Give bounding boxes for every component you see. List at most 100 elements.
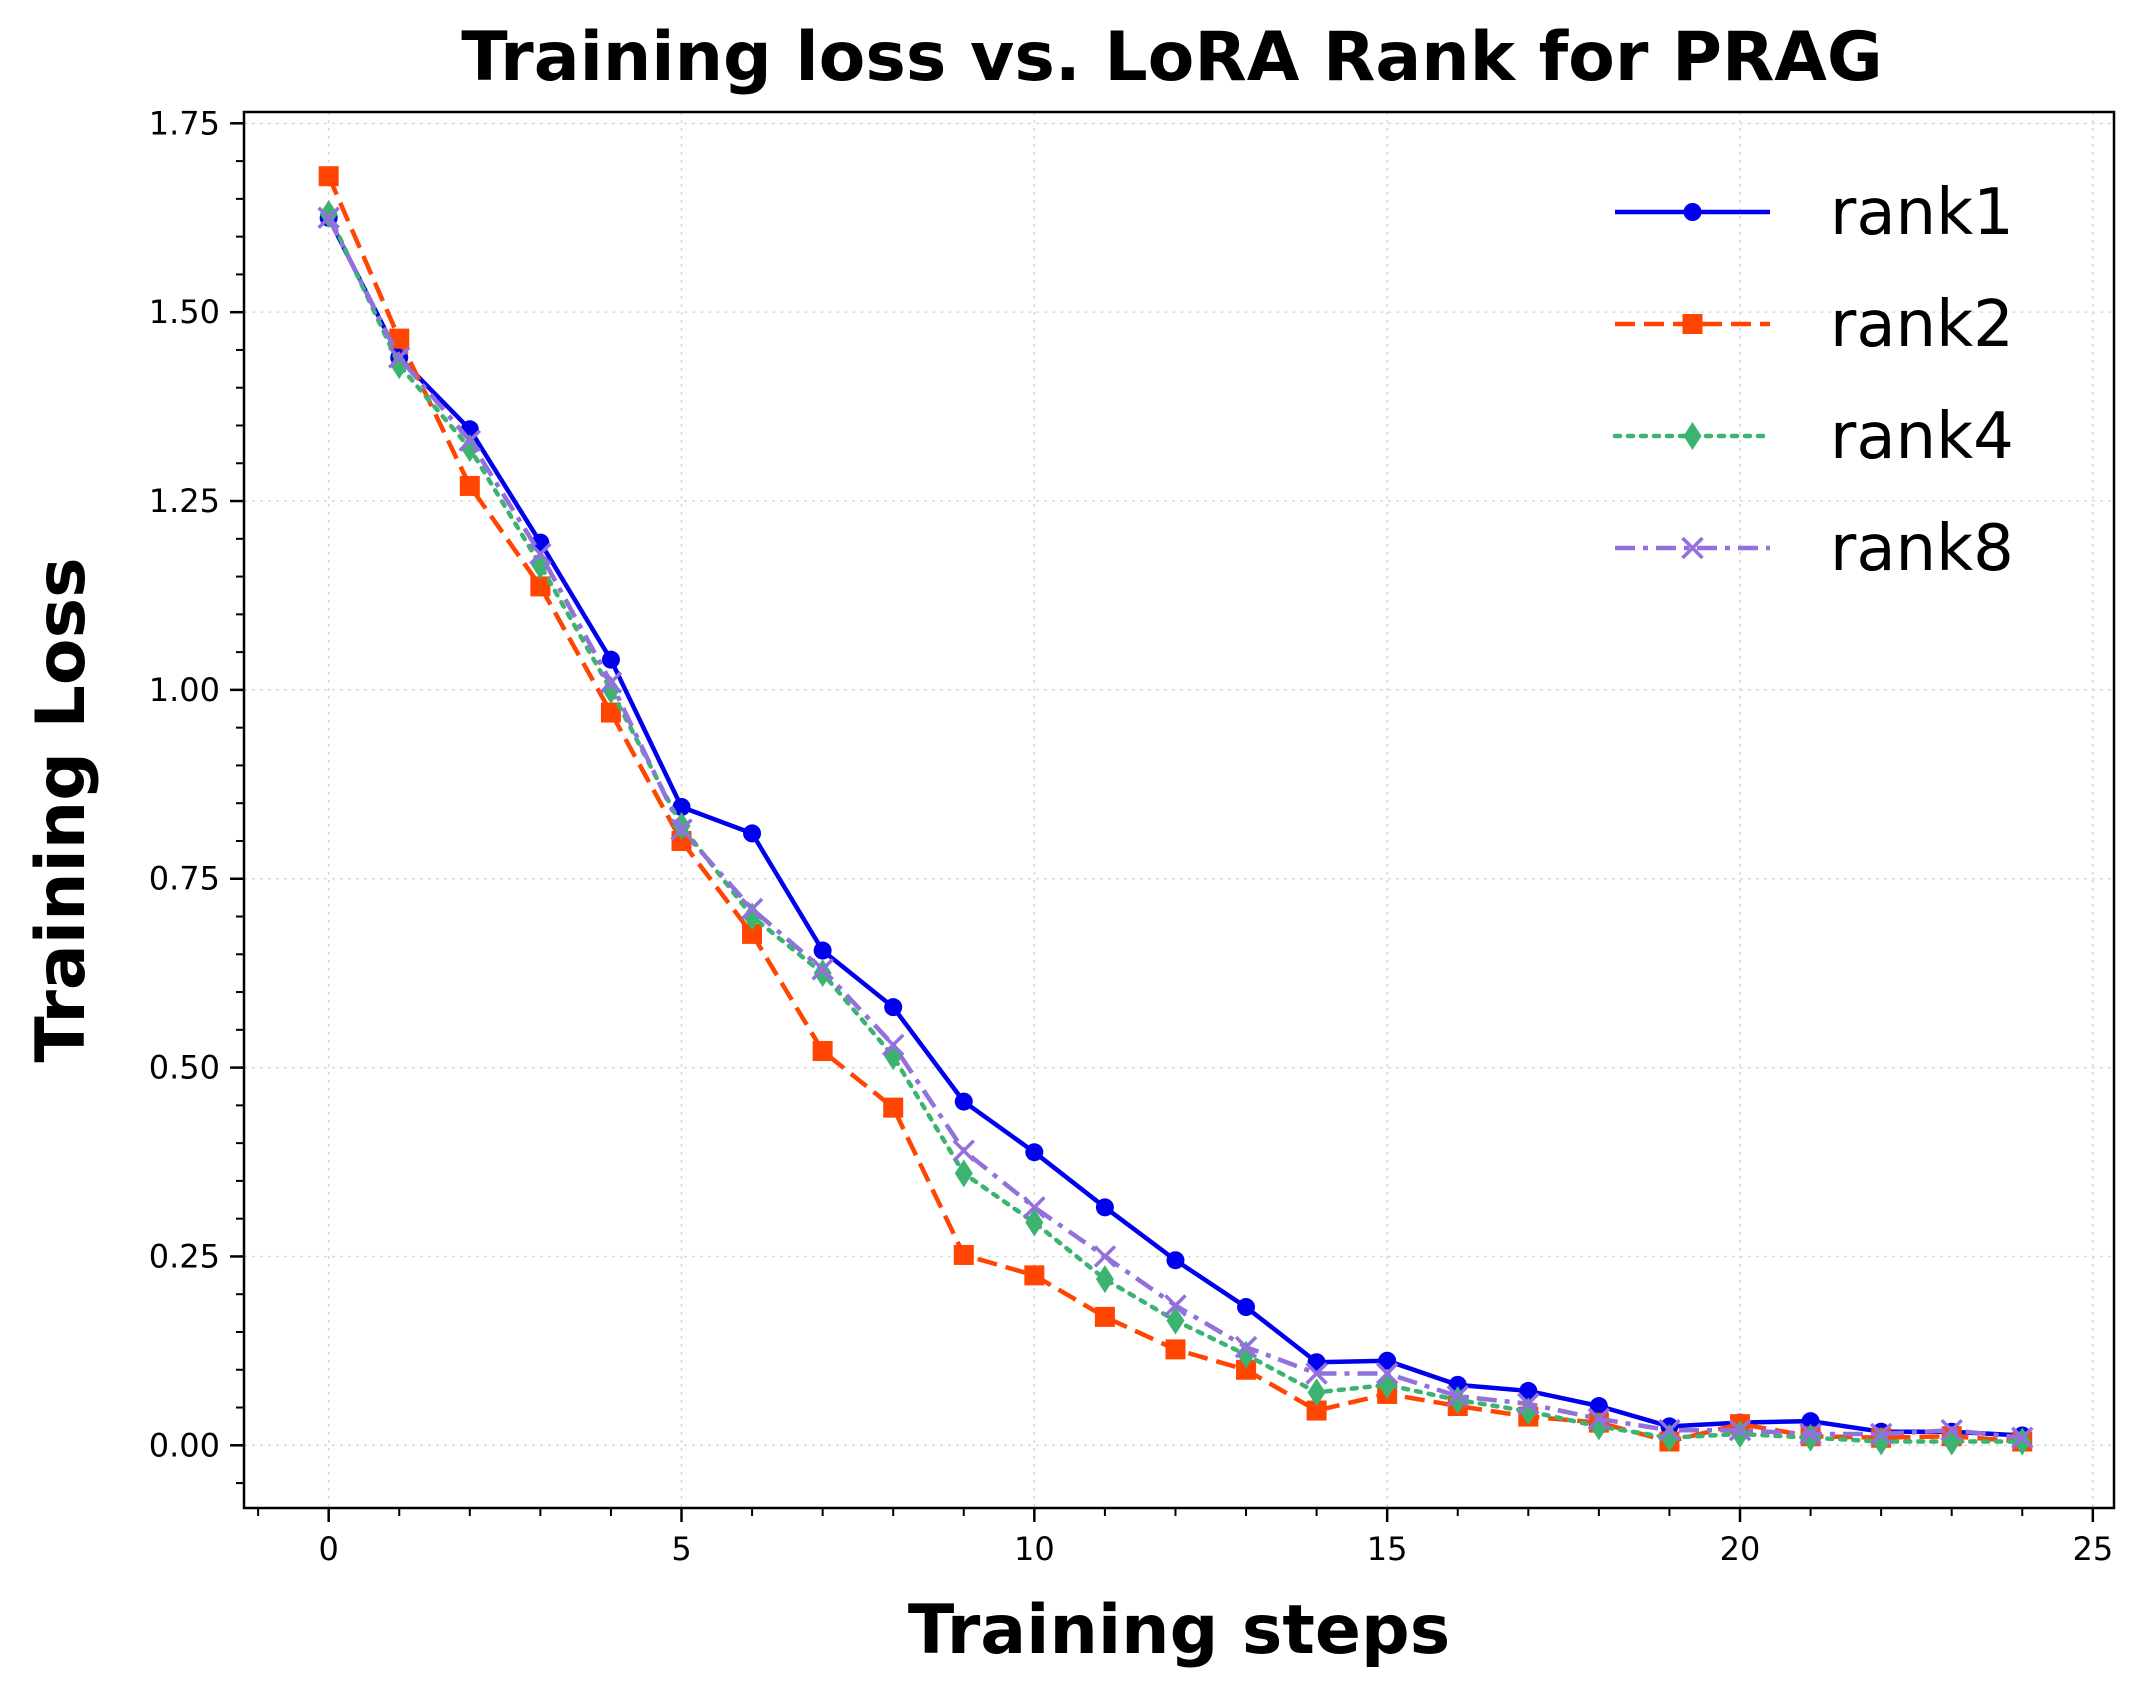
data-point-rank1 (1166, 1251, 1185, 1270)
data-point-rank2 (318, 166, 339, 187)
data-point-rank8 (740, 897, 764, 921)
data-point-rank1 (1237, 1298, 1256, 1317)
x-marker-stroke (388, 346, 411, 369)
x-marker-stroke (1869, 1422, 1893, 1446)
data-point-rank2 (1024, 1265, 1045, 1286)
x-tick-label: 20 (1720, 1530, 1761, 1568)
y-axis-label: Training Loss (22, 557, 101, 1062)
legend-marker-rank1 (1683, 203, 1702, 221)
data-point-rank1 (743, 824, 762, 843)
data-point-rank4 (1660, 1423, 1679, 1452)
legend-marker-rank2 (1682, 314, 1703, 334)
data-point-rank4 (390, 351, 409, 380)
x-marker-stroke (317, 206, 340, 229)
data-point-rank8 (1023, 1196, 1046, 1219)
x-marker-stroke (1023, 1196, 1046, 1219)
data-point-rank8 (1446, 1384, 1469, 1408)
data-point-rank8 (1164, 1294, 1187, 1317)
data-point-rank4 (743, 902, 762, 931)
legend-label-rank8: rank8 (1830, 512, 2014, 586)
x-marker-stroke (1164, 1294, 1187, 1317)
legend-label-rank1: rank1 (1830, 176, 2014, 250)
x-tick-label: 15 (1367, 1530, 1408, 1568)
legend-marker-rank4 (1683, 422, 1702, 450)
data-point-rank8 (811, 958, 834, 981)
x-marker-stroke (1446, 1384, 1469, 1408)
x-tick-label: 25 (2072, 1530, 2113, 1568)
data-point-rank2 (1165, 1339, 1186, 1360)
data-point-rank8 (1799, 1422, 1822, 1446)
data-point-rank2 (600, 702, 621, 723)
legend-label-rank4: rank4 (1830, 400, 2014, 474)
plot-area-frame (242, 110, 2116, 1510)
axes: 0 5 10 15 20 25 0.00 0.25 0.50 0.75 1.00 1.25 1.50 1.… (149, 104, 2113, 1568)
data-point-rank1 (884, 998, 903, 1017)
x-axis-label: Training steps (908, 1591, 1450, 1670)
data-point-rank8 (388, 346, 411, 369)
data-point-rank8 (670, 818, 693, 841)
data-point-rank4 (1025, 1208, 1044, 1237)
data-point-rank2 (742, 923, 763, 944)
data-point-rank1 (1378, 1351, 1397, 1370)
data-point-rank2 (812, 1040, 833, 1061)
data-point-rank4 (1166, 1306, 1185, 1335)
data-point-rank8 (1517, 1392, 1540, 1415)
x-marker-stroke (1728, 1418, 1752, 1442)
x-marker-stroke (1305, 1362, 1328, 1385)
y-tick-label: 1.50 (149, 293, 220, 331)
data-point-rank8 (1658, 1418, 1681, 1442)
data-point-rank8 (881, 1033, 905, 1057)
data-point-rank1 (1589, 1397, 1608, 1416)
y-tick-label: 1.75 (149, 104, 220, 142)
data-point-rank1 (813, 941, 832, 960)
x-marker-stroke (881, 1033, 905, 1057)
data-point-rank1 (954, 1092, 973, 1111)
x-marker-stroke (811, 958, 834, 981)
x-marker-stroke (1799, 1422, 1822, 1446)
data-point-rank8 (1869, 1422, 1893, 1446)
x-marker-stroke (740, 897, 764, 921)
data-point-rank8 (458, 429, 482, 452)
data-point-rank8 (1234, 1335, 1258, 1359)
data-point-rank2 (1306, 1400, 1327, 1421)
data-point-rank8 (1728, 1418, 1752, 1442)
x-tick-label: 10 (1014, 1530, 1055, 1568)
x-marker-stroke (670, 818, 693, 841)
data-point-rank2 (953, 1244, 974, 1265)
data-point-rank2 (883, 1097, 904, 1118)
data-point-rank8 (599, 671, 623, 694)
x-marker-stroke (1517, 1392, 1540, 1415)
y-tick-label: 0.75 (149, 860, 220, 898)
x-marker-stroke (458, 429, 482, 452)
data-point-rank1 (672, 797, 691, 816)
y-tick-label: 0.25 (149, 1237, 220, 1275)
series-layer (317, 166, 2034, 1456)
x-marker-stroke (1234, 1335, 1258, 1359)
data-point-rank8 (1587, 1407, 1611, 1431)
legend-label-rank2: rank2 (1830, 288, 2014, 362)
x-marker-stroke (1658, 1418, 1681, 1442)
data-point-rank1 (601, 650, 620, 669)
data-point-rank2 (530, 576, 551, 597)
x-marker-stroke (1093, 1245, 1117, 1268)
x-marker-stroke (529, 542, 552, 566)
x-marker-stroke (1375, 1362, 1399, 1385)
data-point-rank8 (1305, 1362, 1328, 1385)
x-marker-stroke (952, 1139, 976, 1162)
data-point-rank1 (1025, 1143, 1044, 1162)
series-rank8 (317, 206, 2034, 1449)
legend-item-rank2: rank2 (1615, 288, 2014, 362)
x-tick-label: 0 (318, 1530, 338, 1568)
y-tick-label: 1.25 (149, 482, 220, 520)
data-point-rank2 (1094, 1306, 1115, 1327)
data-point-rank4 (954, 1159, 973, 1188)
x-marker-stroke (1681, 536, 1704, 560)
data-point-rank4 (601, 675, 620, 704)
x-tick-label: 5 (671, 1530, 691, 1568)
legend-marker-rank8 (1681, 536, 1704, 560)
y-tick-label: 1.00 (149, 671, 220, 709)
legend-item-rank1: rank1 (1615, 176, 2014, 250)
data-point-rank4 (1095, 1265, 1114, 1294)
chart-title: Training loss vs. LoRA Rank for PRAG (461, 18, 1883, 97)
